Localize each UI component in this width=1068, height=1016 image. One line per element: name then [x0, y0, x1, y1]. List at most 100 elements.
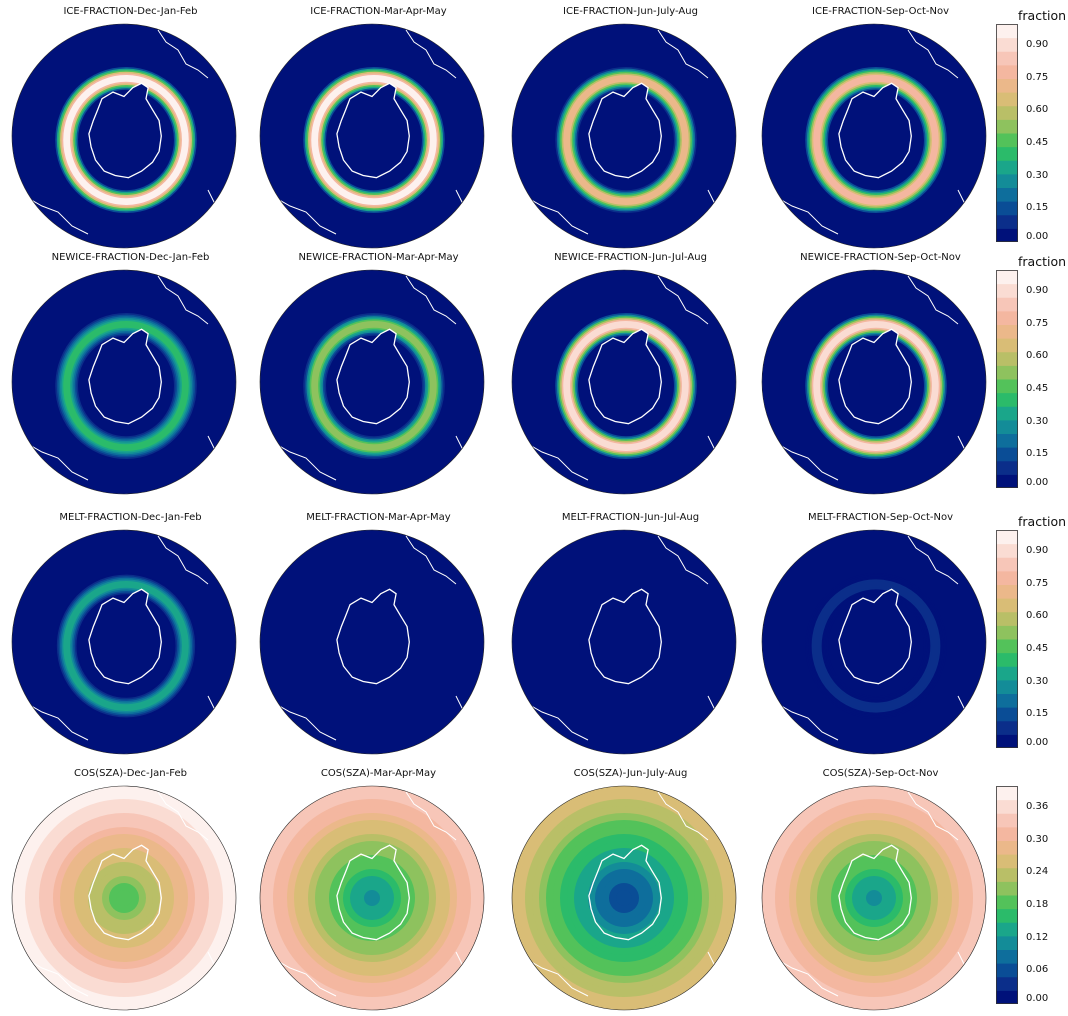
colorbar-tick-label: 0.06	[1026, 964, 1049, 976]
colorbar-tick-label: 0.15	[1026, 202, 1049, 214]
colorbar-step	[996, 990, 1018, 1004]
map-panel: NEWICE-FRACTION-Jun-Jul-Aug	[508, 252, 753, 500]
panel-title: ICE-FRACTION-Mar-Apr-May	[310, 6, 447, 17]
colorbar-tick-label: 0.18	[1026, 898, 1049, 910]
map-panel: COS(SZA)-Jun-July-Aug	[508, 768, 753, 1016]
polar-map	[511, 785, 737, 1011]
colorbar-tick-label: 0.75	[1026, 71, 1049, 83]
colorbar-step	[996, 392, 1018, 407]
value-band	[866, 890, 882, 906]
australia-outline	[27, 703, 89, 741]
antarctica-outline	[336, 844, 410, 941]
antarctica-outline	[88, 328, 162, 425]
colorbar-tick-label: 0.36	[1026, 800, 1049, 812]
colorbar-step	[996, 826, 1018, 841]
australia-outline	[275, 197, 337, 235]
colorbar-step	[996, 214, 1018, 229]
south-america-outline	[157, 29, 209, 79]
ice-ring-band	[311, 321, 437, 451]
panel-title: COS(SZA)-Sep-Oct-Nov	[822, 768, 939, 779]
map-boundary	[11, 269, 237, 495]
colorbar-step	[996, 813, 1018, 828]
map-panel: MELT-FRACTION-Dec-Jan-Feb	[8, 512, 253, 760]
colorbar-step	[996, 173, 1018, 188]
colorbar-step	[996, 297, 1018, 312]
colorbar-tick-label: 0.75	[1026, 317, 1049, 329]
antarctica-outline	[838, 82, 912, 179]
south-america-outline	[405, 29, 457, 79]
antarctica-outline	[88, 844, 162, 941]
colorbar-label: fraction	[1018, 254, 1067, 269]
australia-outline	[777, 443, 839, 481]
australia-outline	[27, 959, 89, 997]
colorbar-step	[996, 867, 1018, 882]
south-america-outline	[157, 535, 209, 585]
south-america-outline	[405, 791, 457, 841]
antarctica-outline	[588, 588, 662, 685]
south-america-outline	[405, 535, 457, 585]
colorbar-tick-label: 0.90	[1026, 284, 1049, 296]
colorbar-step	[996, 786, 1018, 801]
south-america-outline	[907, 275, 959, 325]
map-boundary	[11, 23, 237, 249]
colorbar-step	[996, 922, 1018, 937]
colorbar-step	[996, 693, 1018, 708]
polar-map	[761, 785, 987, 1011]
polar-map	[761, 23, 987, 249]
panel-title: NEWICE-FRACTION-Mar-Apr-May	[298, 252, 459, 263]
polar-map	[259, 269, 485, 495]
map-boundary	[761, 23, 987, 249]
colorbar-step	[996, 543, 1018, 558]
australia-outline	[527, 197, 589, 235]
panel-title: NEWICE-FRACTION-Sep-Oct-Nov	[800, 252, 961, 263]
colorbar	[996, 786, 1018, 1004]
colorbar-tick-label: 0.15	[1026, 448, 1049, 460]
australia-outline	[275, 703, 337, 741]
polar-map	[259, 785, 485, 1011]
australia-outline	[777, 703, 839, 741]
colorbar-step	[996, 570, 1018, 585]
map-boundary	[11, 785, 237, 1011]
colorbar-step	[996, 707, 1018, 722]
map-panel: COS(SZA)-Dec-Jan-Feb	[8, 768, 253, 1016]
panel-title: COS(SZA)-Dec-Jan-Feb	[74, 768, 187, 779]
ice-ring-band	[311, 75, 437, 205]
antarctica-outline	[838, 844, 912, 941]
colorbar-step	[996, 908, 1018, 923]
colorbar-step	[996, 338, 1018, 353]
value-band	[364, 890, 380, 906]
antarctica-outline	[838, 328, 912, 425]
ice-ring-band	[63, 321, 189, 451]
colorbar-step	[996, 734, 1018, 748]
polar-map	[511, 529, 737, 755]
map-panel: ICE-FRACTION-Mar-Apr-May	[256, 6, 501, 254]
panel-title: COS(SZA)-Jun-July-Aug	[573, 768, 688, 779]
south-america-outline	[907, 535, 959, 585]
colorbar-step	[996, 881, 1018, 896]
australia-outline	[527, 443, 589, 481]
colorbar-step	[996, 976, 1018, 991]
polar-map	[259, 23, 485, 249]
map-boundary	[511, 785, 737, 1011]
antarctica-outline	[88, 82, 162, 179]
colorbar-step	[996, 625, 1018, 640]
south-america-outline	[907, 29, 959, 79]
ice-ring-band	[63, 75, 189, 205]
colorbar-tick-label: 0.30	[1026, 833, 1049, 845]
polar-map	[11, 785, 237, 1011]
map-panel: COS(SZA)-Sep-Oct-Nov	[758, 768, 1003, 1016]
colorbar-step	[996, 92, 1018, 107]
antarctica-outline	[336, 82, 410, 179]
map-boundary	[511, 23, 737, 249]
colorbar-step	[996, 406, 1018, 421]
australia-outline	[777, 959, 839, 997]
map-panel: COS(SZA)-Mar-Apr-May	[256, 768, 501, 1016]
colorbar-step	[996, 365, 1018, 380]
colorbar-tick-label: 0.00	[1026, 737, 1049, 748]
australia-outline	[275, 959, 337, 997]
map-boundary	[259, 23, 485, 249]
colorbar-step	[996, 24, 1018, 39]
polar-map	[511, 269, 737, 495]
ice-ring-band	[563, 321, 689, 451]
colorbar	[996, 270, 1018, 488]
